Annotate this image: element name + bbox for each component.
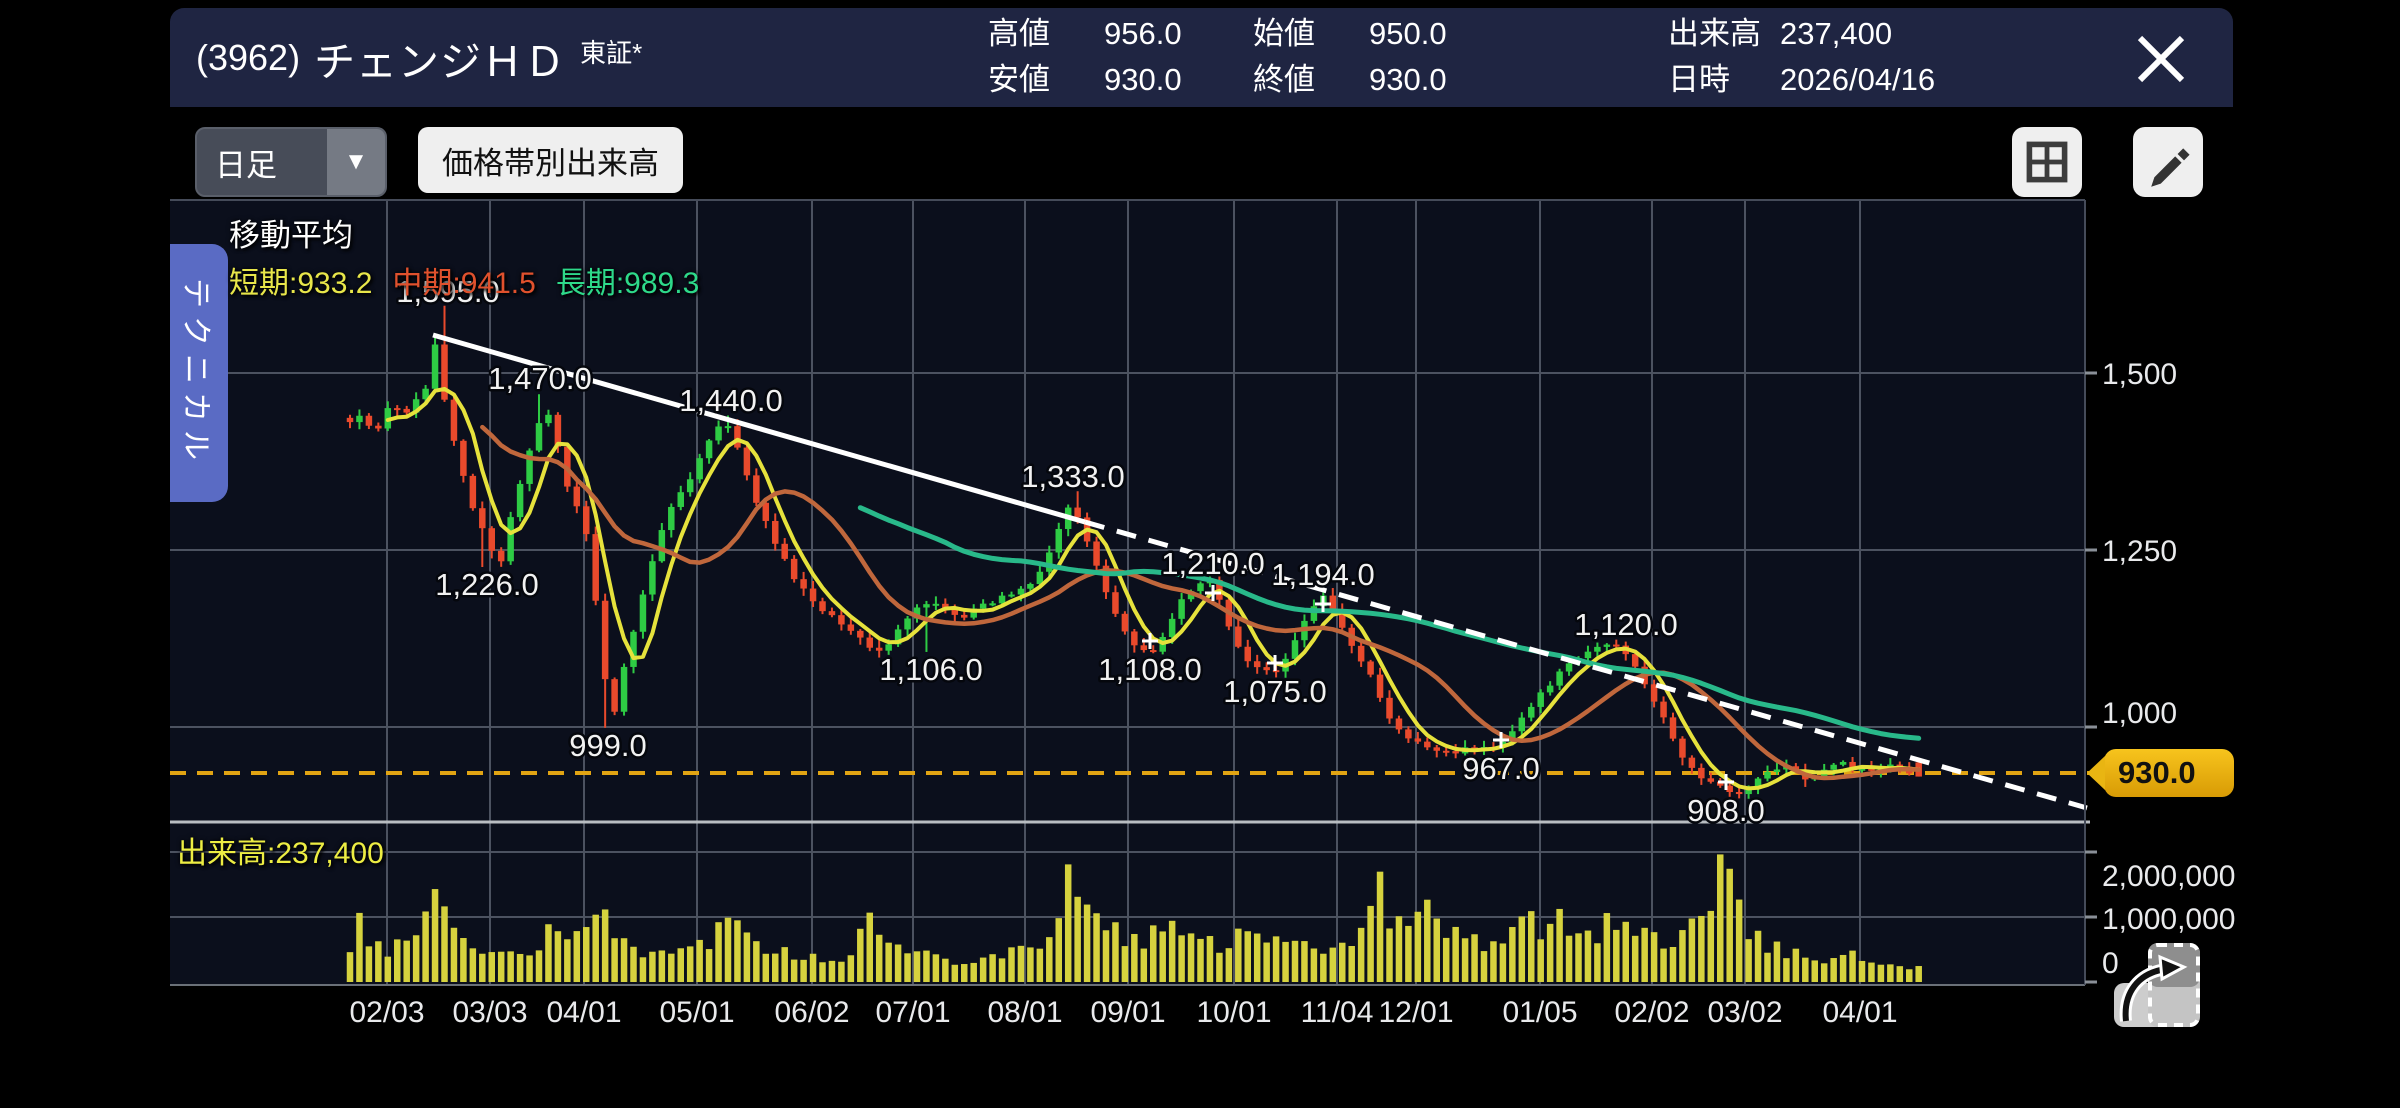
x-axis-label: 12/01 — [1378, 996, 1453, 1029]
exchange-label: 東証* — [580, 38, 643, 68]
close-label: 終値 — [1253, 62, 1315, 97]
low-label: 安値 — [988, 62, 1050, 97]
close-icon — [2137, 35, 2185, 83]
volume-label: 出来高 — [1668, 16, 1761, 51]
price-axis-label: 1,250 — [2102, 535, 2177, 568]
high-value: 956.0 — [1104, 16, 1182, 51]
grid-layout-button[interactable] — [2012, 127, 2082, 197]
draw-button[interactable] — [2133, 127, 2203, 197]
chevron-down-icon: ▼ — [327, 129, 385, 195]
open-label: 始値 — [1253, 16, 1315, 51]
grid-icon — [2026, 141, 2068, 183]
ma-mid-value: 中期:941.5 — [392, 267, 536, 300]
stock-code: (3962) — [196, 36, 301, 78]
price-axis-label: 1,000 — [2102, 697, 2177, 730]
timeframe-label: 日足 — [215, 147, 277, 183]
high-label: 高値 — [988, 16, 1050, 51]
ma-legend-title: 移動平均 — [229, 218, 353, 253]
stock-title: (3962) チェンジＨＤ 東証* — [196, 8, 642, 107]
x-axis-label: 11/04 — [1301, 996, 1374, 1029]
volume-value: 237,400 — [1780, 16, 1893, 51]
price-axis-label: 1,500 — [2102, 358, 2177, 391]
stock-name: チェンジＨＤ — [314, 38, 567, 85]
x-axis-label: 01/05 — [1502, 996, 1577, 1029]
low-value: 930.0 — [1104, 62, 1182, 97]
volume-pane-label: 出来高:237,400 — [177, 837, 384, 870]
volume-by-price-button[interactable]: 価格帯別出来高 — [418, 127, 683, 193]
technical-tab-label: テクニカル — [179, 278, 212, 468]
x-axis-label: 03/02 — [1707, 996, 1782, 1029]
technical-tab[interactable]: テクニカル — [170, 244, 228, 502]
timeframe-dropdown[interactable]: 日足 ▼ — [195, 127, 387, 197]
x-axis-label: 05/01 — [659, 996, 734, 1029]
x-axis-label: 03/03 — [452, 996, 527, 1029]
close-value: 930.0 — [1369, 62, 1447, 97]
x-axis-label: 02/03 — [349, 996, 424, 1029]
x-axis-label: 04/01 — [1822, 996, 1897, 1029]
close-button[interactable] — [2128, 26, 2194, 92]
x-axis-label: 04/01 — [546, 996, 621, 1029]
volume-axis-label: 1,000,000 — [2102, 903, 2235, 936]
ma-short-value: 短期:933.2 — [229, 267, 373, 300]
datetime-label: 日時 — [1668, 62, 1730, 97]
current-price-value: 930.0 — [2118, 755, 2196, 790]
x-axis-label: 10/01 — [1196, 996, 1271, 1029]
x-axis-label: 06/02 — [774, 996, 849, 1029]
datetime-value: 2026/04/16 — [1780, 62, 1936, 97]
x-axis-label: 09/01 — [1090, 996, 1165, 1029]
open-value: 950.0 — [1369, 16, 1447, 51]
current-price-tag: 930.0 — [2087, 749, 2234, 797]
chart-plot-area[interactable] — [170, 200, 2085, 985]
ma-long-value: 長期:989.3 — [555, 267, 700, 300]
moving-average-legend: 移動平均 短期:933.2 中期:941.5 長期:989.3 — [229, 210, 699, 302]
x-axis-label: 07/01 — [875, 996, 950, 1029]
x-axis-label: 02/02 — [1614, 996, 1689, 1029]
x-axis-label: 08/01 — [987, 996, 1062, 1029]
pencil-icon — [2151, 148, 2190, 187]
header-bar: (3962) チェンジＨＤ 東証* 高値 956.0 安値 930.0 始値 950.… — [170, 8, 2233, 107]
pan-gesture-icon[interactable] — [2108, 935, 2208, 1035]
volume-axis-label: 2,000,000 — [2102, 860, 2235, 893]
